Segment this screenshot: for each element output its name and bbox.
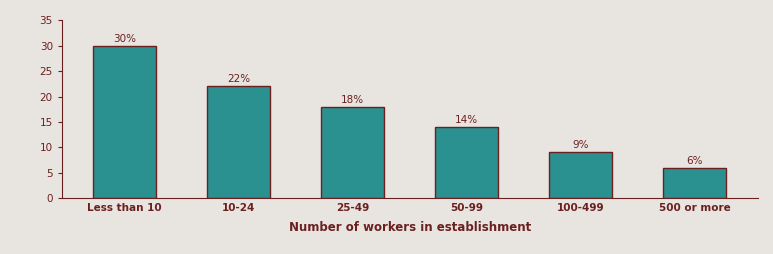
Text: 18%: 18% <box>341 95 364 105</box>
Bar <box>207 86 270 198</box>
Bar <box>322 107 384 198</box>
Text: 22%: 22% <box>227 74 250 84</box>
Bar <box>663 168 726 198</box>
Text: 6%: 6% <box>686 156 703 166</box>
X-axis label: Number of workers in establishment: Number of workers in establishment <box>288 221 531 234</box>
Text: 30%: 30% <box>114 34 136 44</box>
Bar <box>94 46 156 198</box>
Text: 14%: 14% <box>455 115 478 125</box>
Bar <box>435 127 498 198</box>
Text: 9%: 9% <box>572 140 589 150</box>
Bar <box>550 152 612 198</box>
